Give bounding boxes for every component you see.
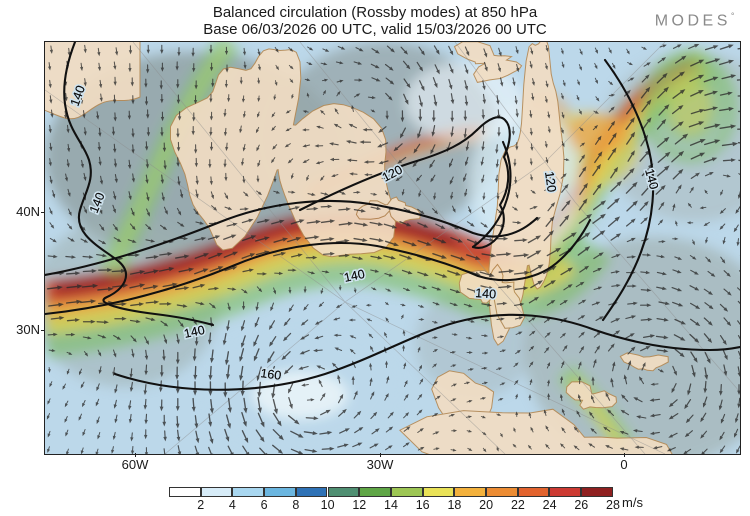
svg-text:140: 140	[475, 286, 497, 301]
svg-text:160: 160	[260, 366, 283, 383]
svg-text:120: 120	[542, 170, 559, 193]
